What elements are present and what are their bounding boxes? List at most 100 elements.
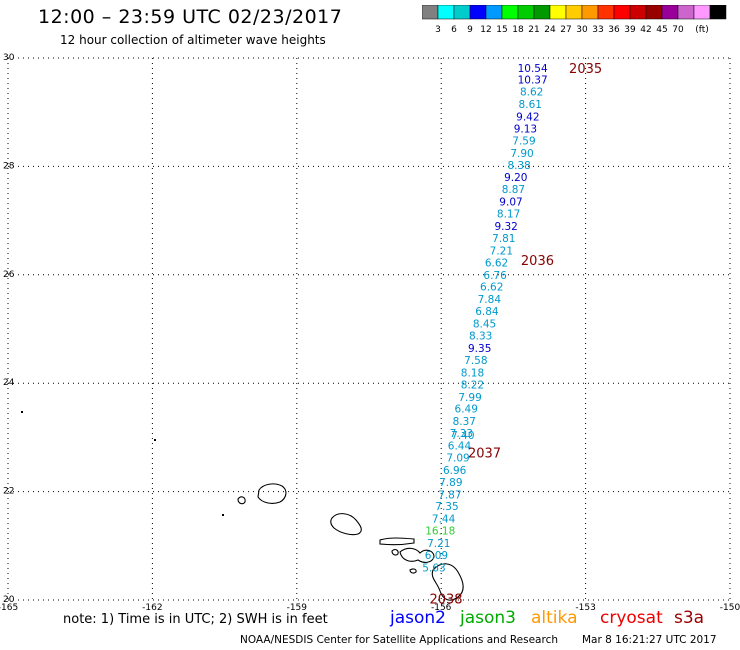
wave-height-value: 6.49 [455, 404, 478, 416]
pass-number: 2037 [468, 447, 501, 462]
colorbar-label: (ft) [695, 25, 709, 35]
colorbar-label: 15 [496, 25, 507, 35]
wave-height-value: 7.87 [438, 489, 461, 501]
colorbar-label: 18 [512, 25, 524, 35]
lat-tick-label: 20 [3, 595, 15, 605]
wave-height-value: 8.62 [520, 87, 543, 99]
wave-height-value: 7.40 [451, 430, 474, 442]
wave-height-value: 8.18 [461, 367, 484, 379]
footer-timestamp: Mar 8 16:21:27 UTC 2017 [582, 634, 717, 646]
wave-height-value: 6.96 [443, 465, 467, 477]
hawaiian-islands [21, 411, 464, 601]
island-french-frigate [21, 411, 23, 413]
wave-height-value: 8.33 [469, 331, 492, 343]
wave-height-value: 7.09 [446, 452, 469, 464]
island-molokai [379, 537, 415, 546]
island-nihoa [222, 514, 224, 516]
lon-tick-label: -165 [0, 603, 18, 613]
lat-lon-grid [7, 57, 731, 601]
wave-height-value: 6.09 [425, 550, 448, 562]
pass-number: 2035 [569, 62, 602, 77]
island-niihau [237, 496, 246, 505]
wave-height-value: 8.45 [473, 319, 496, 331]
colorbar-label: 24 [544, 25, 556, 35]
colorbar-label: 30 [576, 25, 588, 35]
wave-height-value: 9.13 [514, 123, 537, 135]
island-hawaii [431, 563, 464, 601]
wave-height-value: 8.37 [453, 416, 476, 428]
wave-height-value: 7.99 [458, 392, 481, 404]
wave-height-value: 7.89 [439, 477, 462, 489]
colorbar-label: 39 [624, 25, 636, 35]
legend-cryosat: cryosat [600, 608, 663, 628]
island-lanai [391, 549, 399, 556]
wave-height-value: 8.38 [507, 160, 530, 172]
colorbar-label: 33 [592, 25, 603, 35]
wave-height-value: 9.32 [494, 221, 517, 233]
colorbar-label: 21 [528, 25, 539, 35]
pass-number: 2038 [429, 592, 462, 607]
wave-height-value: 8.61 [519, 99, 542, 111]
wave-height-value: 6.44 [448, 441, 472, 453]
colorbar-swatch [709, 5, 727, 20]
lon-tick-label: -156 [431, 603, 452, 613]
lon-tick-label: -159 [287, 603, 308, 613]
legend-altika: altika [531, 608, 578, 628]
pass-number: 2036 [521, 254, 554, 269]
colorbar-label: 70 [672, 25, 684, 35]
colorbar-label: 27 [560, 25, 571, 35]
wave-height-value: 9.35 [468, 343, 491, 355]
wave-height-value: 6.62 [480, 282, 503, 294]
map-subtitle: 12 hour collection of altimeter wave hei… [60, 33, 326, 47]
wave-height-value: 10.37 [518, 75, 548, 87]
wave-height-value: 10.54 [518, 63, 548, 75]
wave-height-value: 5.63 [422, 562, 445, 574]
island-kahoolawe [409, 568, 417, 574]
wave-height-value: 9.20 [504, 172, 527, 184]
island-maui [399, 547, 435, 563]
lon-tick-label: -162 [142, 603, 162, 613]
wave-height-value: 9.07 [499, 197, 522, 209]
wave-height-value: 7.58 [464, 355, 487, 367]
lon-tick-label: -150 [720, 603, 740, 613]
map-title: 12:00 – 23:59 UTC 02/23/2017 [38, 6, 343, 28]
legend-jason3: jason3 [460, 608, 516, 628]
wave-height-value: 7.21 [490, 245, 513, 257]
wave-height-colorbar: 3 6 9 12 15 18 21 24 27 30 33 36 39 42 45 70 (ft) [422, 5, 727, 35]
colorbar-label: 3 [435, 25, 441, 35]
colorbar-label: 45 [656, 25, 667, 35]
wave-height-value: 8.17 [497, 209, 520, 221]
colorbar-label: 6 [451, 25, 457, 35]
colorbar-label: 12 [480, 25, 491, 35]
lat-tick-label: 30 [3, 53, 15, 63]
wave-height-value: 9.42 [516, 112, 539, 124]
island-oahu [330, 513, 362, 536]
wave-height-value: 16.18 [425, 526, 455, 538]
axis-tick-labels: -165 -162 -159 -156 -153 -150 20 22 24 26 28 30 [0, 53, 740, 613]
colorbar-label: 36 [608, 25, 620, 35]
wave-height-value: 7.33 [450, 428, 473, 440]
wave-height-value: 6.76 [483, 270, 507, 282]
island-necker [154, 439, 156, 441]
lat-tick-label: 24 [3, 378, 15, 388]
lat-tick-label: 28 [3, 161, 15, 171]
wave-height-value: 7.81 [492, 233, 515, 245]
wave-height-value: 7.84 [478, 294, 502, 306]
wave-height-values: 10.5410.378.628.619.429.137.597.908.389.… [422, 63, 548, 575]
lon-tick-label: -153 [575, 603, 595, 613]
footer-credit: NOAA/NESDIS Center for Satellite Applica… [240, 634, 558, 646]
legend-jason2: jason2 [390, 608, 446, 628]
wave-height-value: 6.62 [485, 257, 508, 269]
colorbar-label: 42 [640, 25, 651, 35]
wave-height-value: 8.87 [502, 184, 525, 196]
wave-height-value: 8.22 [461, 379, 484, 391]
island-kauai [257, 483, 287, 504]
lat-tick-label: 22 [3, 487, 14, 497]
wave-height-value: 7.21 [427, 538, 450, 550]
satellite-pass-labels: 2035 2036 2037 2038 [429, 62, 602, 608]
lat-tick-label: 26 [3, 270, 15, 280]
legend-s3a: s3a [674, 608, 705, 628]
wave-height-value: 7.59 [512, 135, 535, 147]
footer-note: note: 1) Time is in UTC; 2) SWH is in fe… [63, 612, 328, 627]
